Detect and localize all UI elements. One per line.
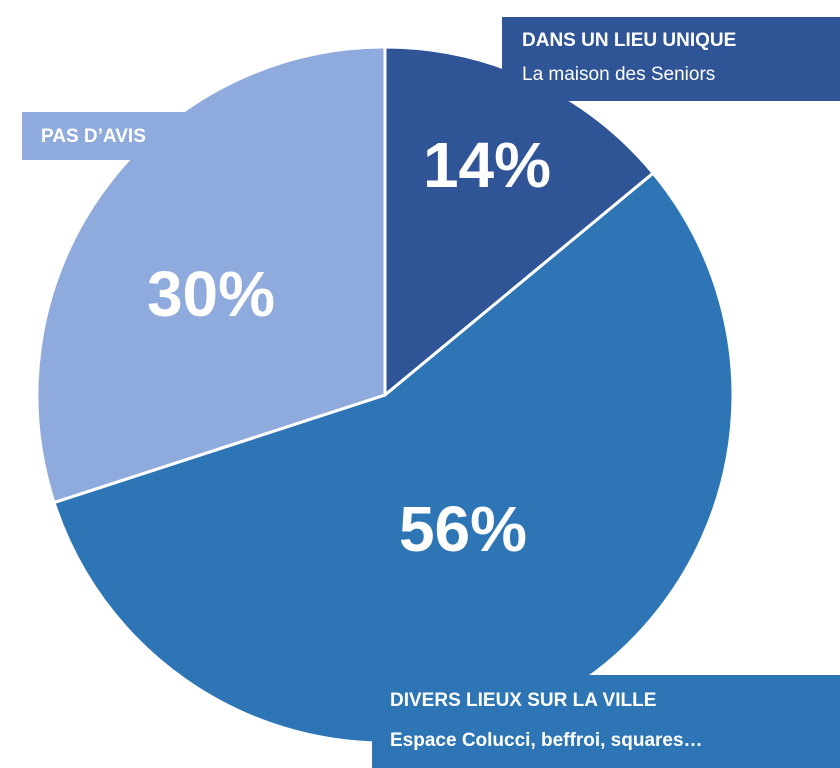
category-label: DANS UN LIEU UNIQUE [522, 30, 736, 51]
value-label: 56% [399, 493, 527, 565]
value-label: 30% [147, 258, 275, 330]
category-detail: La maison des Seniors [522, 64, 715, 85]
category-label: DIVERS LIEUX SUR LA VILLE [390, 690, 656, 711]
label-box [372, 675, 840, 768]
label-box [502, 17, 840, 101]
pie-slice [35, 45, 387, 505]
value-label: 14% [423, 129, 551, 201]
category-label: PAS D’AVIS [41, 126, 146, 147]
label-box [22, 112, 205, 160]
category-detail: Espace Colucci, beffroi, squares… [390, 730, 703, 751]
